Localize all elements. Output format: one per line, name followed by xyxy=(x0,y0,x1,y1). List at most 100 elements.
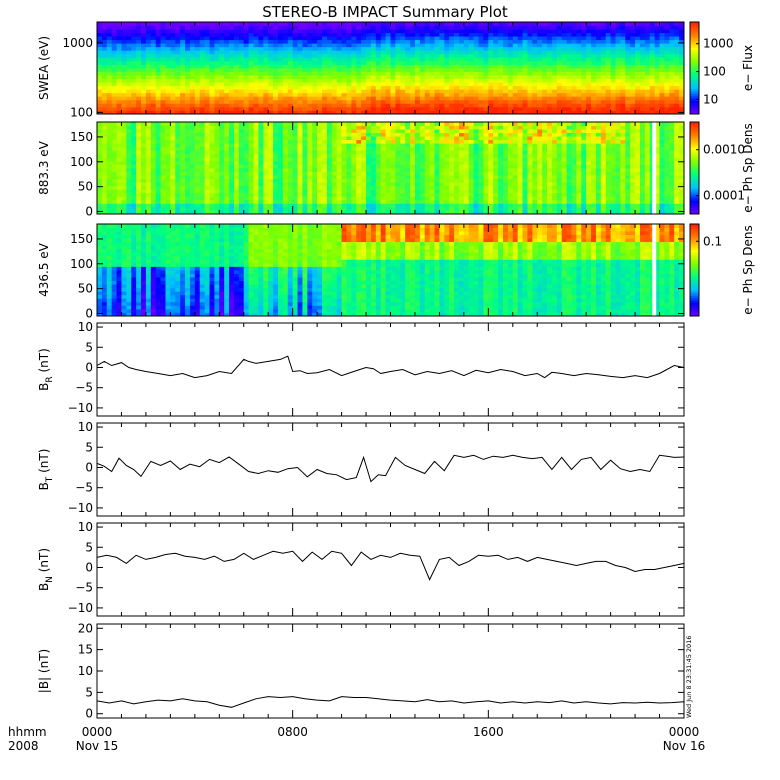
heat-cell-pad883 xyxy=(277,136,284,141)
heat-cell-pad883 xyxy=(185,157,191,162)
heat-cell-swea xyxy=(121,43,127,48)
heat-cell-swea xyxy=(547,36,553,41)
heat-cell-swea xyxy=(180,75,186,80)
heat-cell-swea xyxy=(287,57,294,62)
heat-cell-swea xyxy=(317,57,323,62)
heat-cell-pad883 xyxy=(224,210,230,215)
heat-cell-swea xyxy=(610,96,616,101)
heat-cell-swea xyxy=(366,68,372,72)
heat-cell-swea xyxy=(414,89,421,94)
heat-cell-swea xyxy=(317,110,323,115)
heat-cell-swea xyxy=(150,39,157,44)
heat-cell-swea xyxy=(331,50,338,55)
heat-cell-swea xyxy=(253,75,259,80)
heat-cell-pad883 xyxy=(312,182,318,187)
heat-cell-pad883 xyxy=(229,136,235,141)
heat-cell-swea xyxy=(214,46,220,51)
heat-cell-swea xyxy=(449,53,455,58)
heat-cell-swea xyxy=(566,43,572,48)
heat-cell-swea xyxy=(97,78,103,83)
heat-cell-pad883 xyxy=(351,206,357,211)
heat-cell-swea xyxy=(243,71,250,76)
heat-cell-pad883 xyxy=(361,132,367,137)
heat-cell-swea xyxy=(189,39,196,44)
heat-cell-pad883 xyxy=(356,150,362,155)
heat-cell-pad883 xyxy=(136,136,142,141)
heat-cell-pad883 xyxy=(282,199,289,204)
heat-cell-swea xyxy=(312,68,318,72)
heat-cell-pad883 xyxy=(248,136,254,141)
heat-cell-swea xyxy=(395,64,401,69)
heat-cell-pad883 xyxy=(243,157,250,162)
heat-cell-swea xyxy=(106,22,113,26)
heat-cell-swea xyxy=(116,75,122,80)
heat-cell-swea xyxy=(419,89,426,94)
heat-cell-swea xyxy=(322,85,328,90)
heat-cell-swea xyxy=(282,78,289,83)
heat-cell-pad883 xyxy=(361,171,367,176)
heat-cell-swea xyxy=(141,36,147,41)
heat-cell-swea xyxy=(542,96,548,101)
heat-cell-swea xyxy=(160,99,166,104)
heat-cell-swea xyxy=(654,29,660,34)
heat-cell-swea xyxy=(576,57,582,62)
heat-cell-pad883 xyxy=(331,122,338,126)
heat-cell-swea xyxy=(410,106,416,111)
heat-cell-pad883 xyxy=(317,203,323,208)
heat-cell-pad883 xyxy=(312,125,318,130)
heat-cell-swea xyxy=(483,64,489,69)
heat-cell-pad883 xyxy=(111,153,117,158)
heat-cell-pad883 xyxy=(141,153,147,158)
heat-cell-swea xyxy=(429,29,435,34)
heat-cell-pad883 xyxy=(150,192,157,197)
heat-cell-swea xyxy=(507,85,514,90)
heat-cell-pad883 xyxy=(194,185,201,190)
heat-cell-swea xyxy=(547,60,553,65)
heat-cell-swea xyxy=(185,75,191,80)
heat-cell-pad883 xyxy=(121,129,127,134)
heat-cell-swea xyxy=(600,75,607,80)
heat-cell-pad883 xyxy=(336,132,342,137)
heat-cell-swea xyxy=(610,71,616,76)
heat-cell-swea xyxy=(507,92,514,97)
heat-cell-swea xyxy=(341,106,347,111)
heat-cell-swea xyxy=(312,60,318,65)
heat-cell-pad883 xyxy=(366,136,372,141)
heat-cell-pad883 xyxy=(185,153,191,158)
heat-cell-swea xyxy=(194,82,201,87)
heat-cell-swea xyxy=(659,68,665,72)
heat-cell-pad883 xyxy=(136,171,142,176)
heat-cell-pad883 xyxy=(97,168,103,172)
heat-cell-pad883 xyxy=(273,139,279,144)
heat-cell-pad883 xyxy=(322,175,328,180)
heat-cell-pad883 xyxy=(268,146,274,151)
heat-cell-swea xyxy=(542,89,548,94)
heat-cell-swea xyxy=(419,46,426,51)
heat-cell-swea xyxy=(639,110,646,115)
heat-cell-swea xyxy=(268,25,274,30)
heat-cell-swea xyxy=(233,46,240,51)
heat-cell-pad883 xyxy=(370,192,377,197)
heat-cell-pad883 xyxy=(253,185,259,190)
heat-cell-pad883 xyxy=(346,136,352,141)
heat-cell-swea xyxy=(194,46,201,51)
heat-cell-pad883 xyxy=(116,192,122,197)
heat-cell-pad883 xyxy=(97,203,103,208)
heat-cell-swea xyxy=(503,25,509,30)
heat-cell-pad883 xyxy=(106,157,113,162)
heat-cell-swea xyxy=(97,103,103,108)
heat-cell-swea xyxy=(136,96,142,101)
heat-cell-swea xyxy=(341,57,347,62)
heat-cell-swea xyxy=(561,43,567,48)
heat-cell-pad883 xyxy=(238,122,245,126)
heat-cell-pad883 xyxy=(106,189,113,194)
heat-cell-swea xyxy=(395,99,401,104)
heat-cell-swea xyxy=(507,29,514,34)
heat-cell-swea xyxy=(527,39,533,44)
heat-cell-swea xyxy=(106,53,113,58)
heat-cell-swea xyxy=(307,106,313,111)
heat-cell-pad883 xyxy=(414,122,421,126)
heat-cell-swea xyxy=(136,89,142,94)
heat-cell-swea xyxy=(224,99,230,104)
heat-cell-swea xyxy=(493,82,499,87)
